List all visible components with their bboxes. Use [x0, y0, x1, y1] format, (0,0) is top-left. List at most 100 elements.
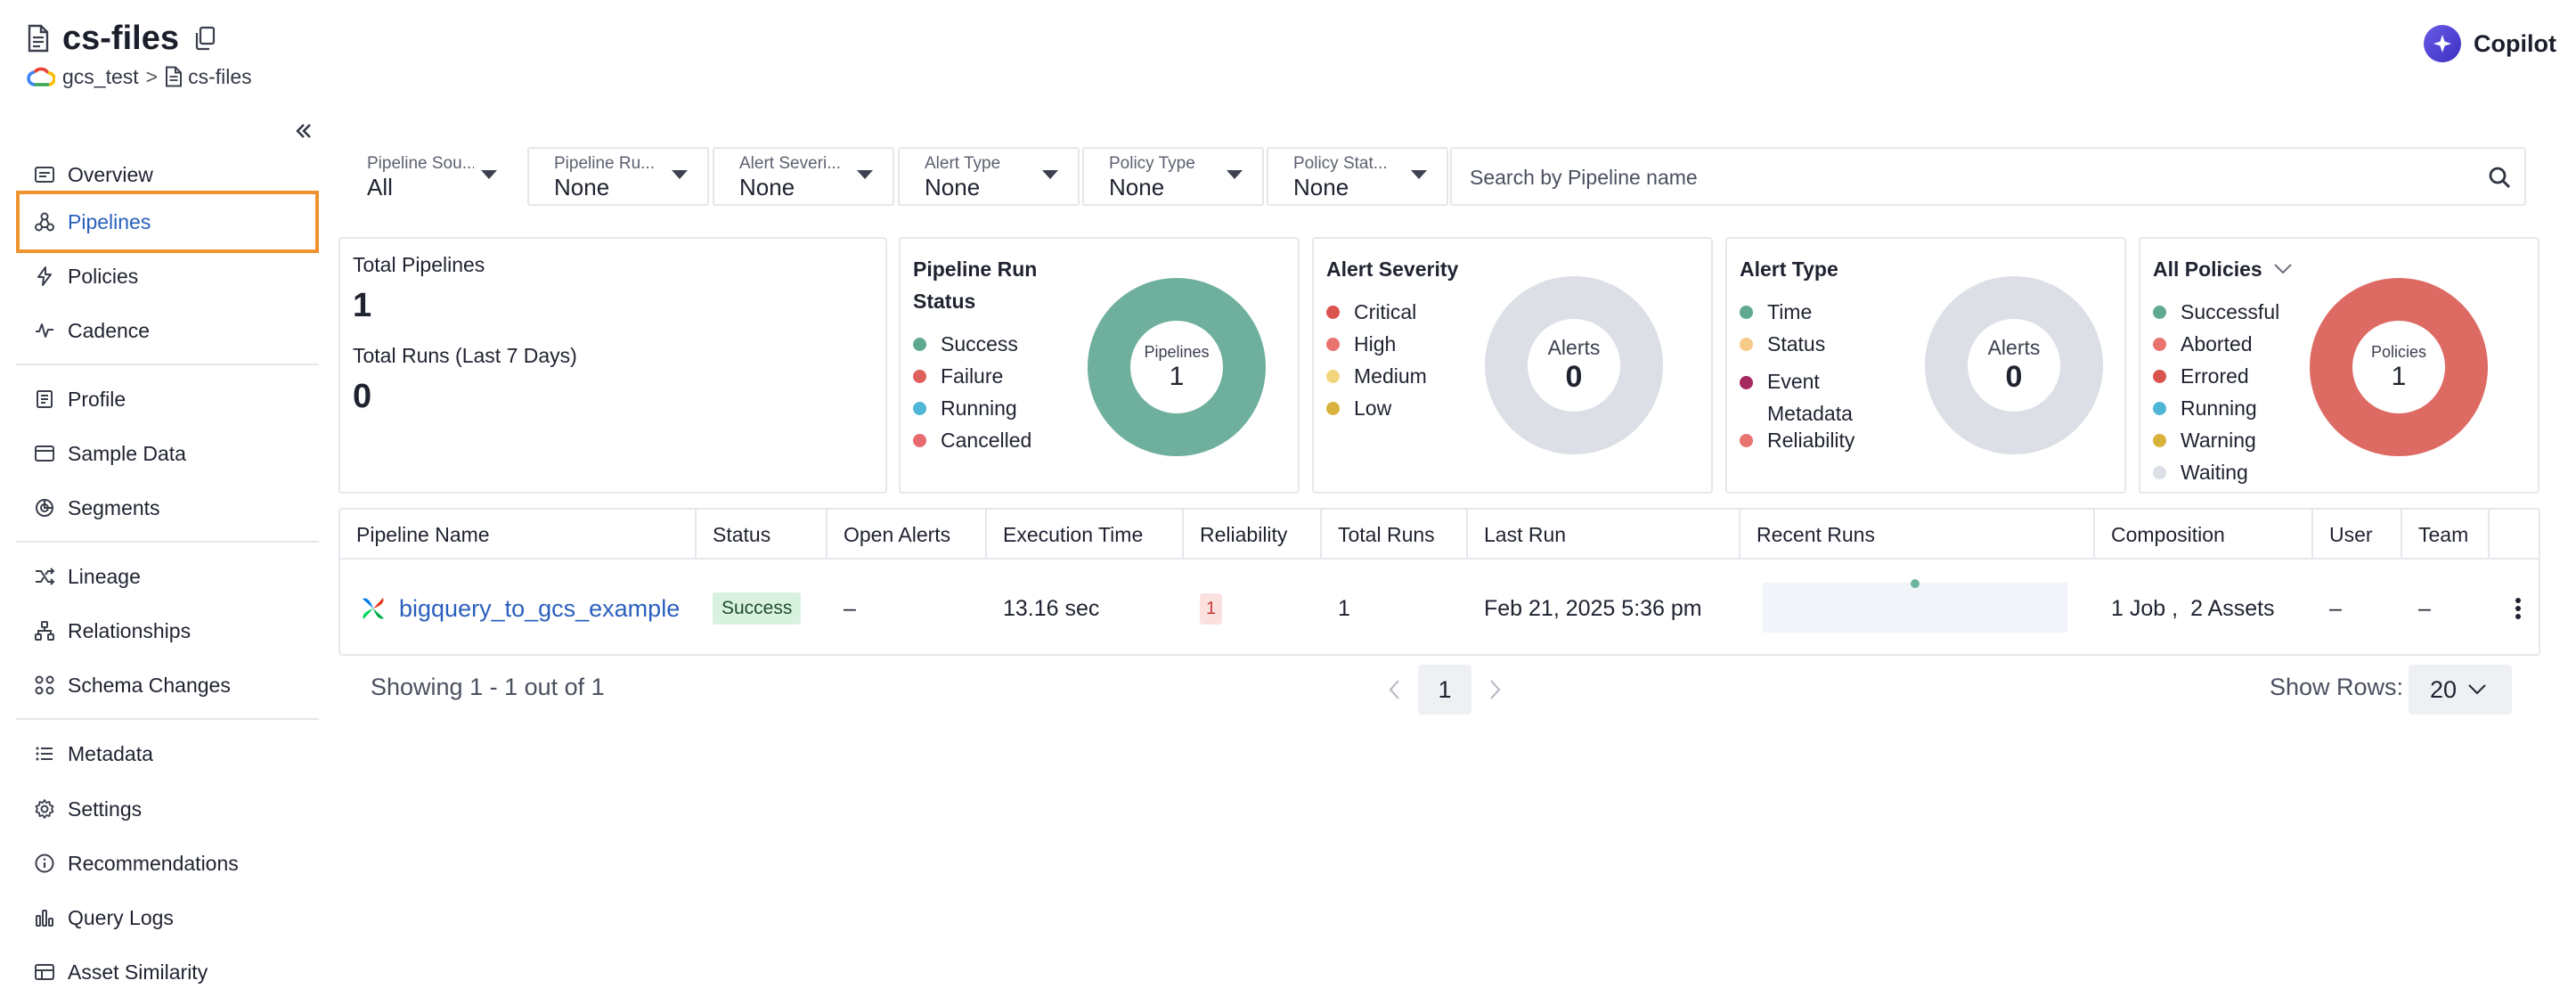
- donut-center: Alerts 0: [1968, 319, 2060, 412]
- legend-dot: [1740, 376, 1753, 389]
- legend-label-line: Event: [1767, 370, 1820, 393]
- page-number-button[interactable]: 1: [1418, 665, 1471, 715]
- legend-label: Waiting: [2181, 460, 2248, 484]
- sidebar-divider: [16, 541, 319, 543]
- summary-card-totals: Total Pipelines 1 Total Runs (Last 7 Day…: [338, 237, 887, 494]
- column-header[interactable]: User: [2313, 510, 2402, 560]
- breadcrumb-separator: >: [145, 64, 159, 88]
- sidebar-item-label: Query Logs: [68, 905, 174, 929]
- total-runs-cell: 1: [1338, 595, 1350, 621]
- donut-value: 1: [2391, 361, 2407, 391]
- breadcrumb-source[interactable]: gcs_test: [62, 64, 139, 88]
- sidebar-item-segments[interactable]: Segments: [16, 481, 319, 535]
- sidebar-item-settings[interactable]: Settings: [16, 782, 319, 836]
- sidebar-divider: [16, 364, 319, 365]
- column-header[interactable]: Execution Time: [987, 510, 1184, 560]
- legend-label: Success: [941, 331, 1018, 355]
- row-actions-button[interactable]: [2505, 561, 2531, 656]
- airflow-icon: [363, 598, 384, 619]
- sidebar-item-query-logs[interactable]: Query Logs: [16, 891, 319, 944]
- sidebar-item-lineage[interactable]: Lineage: [16, 550, 319, 603]
- legend: Success Failure Running Cancelled: [913, 328, 1031, 456]
- search-input[interactable]: [1470, 161, 2450, 193]
- filter-label: Alert Severi...: [739, 154, 842, 173]
- column-header[interactable]: Composition: [2095, 510, 2313, 560]
- legend-label: Medium: [1354, 364, 1427, 388]
- card-title: Pipeline Run Status: [913, 253, 1037, 317]
- legend-item: Critical: [1326, 296, 1427, 328]
- legend-dot: [1740, 433, 1753, 447]
- filter-value: All: [367, 174, 393, 200]
- rows-per-page-select[interactable]: 20: [2409, 665, 2512, 715]
- copilot-button[interactable]: Copilot: [2424, 23, 2556, 64]
- sidebar-item-label: Relationships: [68, 618, 192, 642]
- legend-label: Event Metadata: [1767, 365, 1853, 429]
- policies-donut: Policies 1: [2310, 278, 2488, 456]
- sidebar-item-overview[interactable]: Overview: [16, 148, 319, 201]
- donut-value: 1: [1169, 361, 1185, 391]
- previous-page-button[interactable]: [1381, 672, 1407, 707]
- filter-value: None: [1293, 174, 1349, 200]
- caret-down-icon: [1411, 170, 1427, 179]
- run-status-dot[interactable]: [1911, 579, 1920, 588]
- column-header[interactable]: Pipeline Name: [340, 510, 697, 560]
- sidebar-item-asset-similarity[interactable]: Asset Similarity: [16, 945, 319, 999]
- reliability-badge[interactable]: 1: [1200, 592, 1223, 625]
- legend-label: Critical: [1354, 299, 1417, 323]
- sidebar-item-recommendations[interactable]: Recommendations: [16, 837, 319, 890]
- sidebar-item-policies[interactable]: Policies: [16, 249, 319, 303]
- summary-card-run-status: Pipeline Run Status Success Failure Runn…: [899, 237, 1300, 494]
- legend-dot: [1326, 401, 1340, 415]
- caret-down-icon: [1227, 170, 1243, 179]
- sidebar-item-sample-data[interactable]: Sample Data: [16, 427, 319, 480]
- column-header[interactable]: Recent Runs: [1740, 510, 2095, 560]
- legend-item: High: [1326, 328, 1427, 360]
- sidebar-item-cadence[interactable]: Cadence: [16, 304, 319, 357]
- breadcrumb: gcs_test > cs-files: [27, 62, 252, 91]
- chevron-left-icon: [1389, 680, 1399, 699]
- filter-policy-type[interactable]: Policy Type None: [1082, 147, 1264, 206]
- filter-alert-type[interactable]: Alert Type None: [898, 147, 1080, 206]
- column-header[interactable]: Team: [2402, 510, 2490, 560]
- total-runs-value: 0: [353, 378, 372, 415]
- pipeline-name-link[interactable]: bigquery_to_gcs_example: [399, 594, 681, 622]
- collapse-sidebar-button[interactable]: [290, 118, 317, 144]
- caret-down-icon: [481, 170, 497, 179]
- legend-dot: [913, 433, 926, 447]
- summary-card-alert-severity: Alert Severity Critical High Medium Low …: [1312, 237, 1713, 494]
- lineage-icon: [36, 568, 55, 585]
- legend-item: Event Metadata: [1740, 360, 1855, 425]
- column-header[interactable]: Open Alerts: [827, 510, 987, 560]
- filter-label: Policy Stat...: [1293, 154, 1388, 173]
- column-header[interactable]: Total Runs: [1322, 510, 1468, 560]
- donut-value: 0: [2005, 360, 2023, 394]
- column-header[interactable]: Last Run: [1468, 510, 1740, 560]
- composition-jobs[interactable]: 1 Job ,: [2111, 595, 2179, 621]
- column-header[interactable]: Reliability: [1184, 510, 1322, 560]
- caret-down-icon: [1042, 170, 1058, 179]
- legend: Time Status Event Metadata Reliability: [1740, 296, 1855, 456]
- table-row[interactable]: bigquery_to_gcs_example Success – 13.16 …: [340, 561, 2539, 656]
- legend-item: Running: [2153, 392, 2279, 424]
- filter-value: None: [925, 174, 981, 200]
- legend-item: Successful: [2153, 296, 2279, 328]
- card-title: Alert Severity: [1326, 257, 1459, 281]
- composition-assets[interactable]: 2 Assets: [2190, 595, 2275, 621]
- filter-pipeline-run-status[interactable]: Pipeline Ru... None: [527, 147, 709, 206]
- filter-pipeline-source[interactable]: Pipeline Sou... All: [340, 147, 518, 206]
- column-header[interactable]: Status: [697, 510, 827, 560]
- settings-icon: [35, 799, 54, 819]
- filter-alert-severity[interactable]: Alert Severi... None: [713, 147, 894, 206]
- sidebar-item-relationships[interactable]: Relationships: [16, 604, 319, 658]
- legend-item: Status: [1740, 328, 1855, 360]
- sidebar-item-profile[interactable]: Profile: [16, 372, 319, 426]
- copy-icon[interactable]: [193, 26, 216, 51]
- sidebar-item-metadata[interactable]: Metadata: [16, 727, 319, 780]
- column-header-actions: [2490, 510, 2540, 560]
- next-page-button[interactable]: [1482, 672, 1509, 707]
- filter-policy-status[interactable]: Policy Stat... None: [1267, 147, 1448, 206]
- sidebar-item-schema-changes[interactable]: Schema Changes: [16, 658, 319, 712]
- search-icon[interactable]: [2487, 165, 2512, 190]
- sidebar-item-pipelines[interactable]: Pipelines: [16, 191, 319, 253]
- policies-dropdown[interactable]: All Policies: [2153, 253, 2293, 285]
